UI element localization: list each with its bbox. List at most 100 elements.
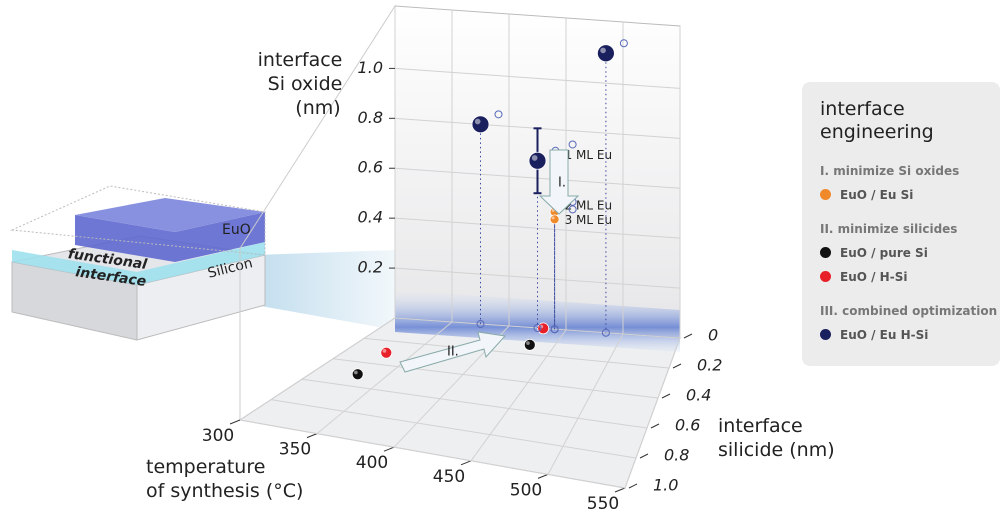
legend-group-title: I. minimize Si oxides <box>820 164 960 178</box>
point-label: 1 ML Eu <box>565 148 613 162</box>
data-point <box>351 368 364 381</box>
z-title-line: interface <box>258 49 343 71</box>
y-axis-title: interface silicide (nm) <box>718 415 835 461</box>
projection <box>619 39 628 48</box>
data-point <box>523 339 536 351</box>
grid-line <box>394 217 681 239</box>
z-tick-label: 0.6 <box>358 158 383 177</box>
arrow-ii <box>399 331 506 373</box>
legend-marker <box>820 271 831 282</box>
y-tick-label: 1.0 <box>653 476 678 495</box>
highlight <box>531 155 538 161</box>
plot-area: 300 350 400 450 500 550 0 0.2 0.4 0.6 0.8 1.0 0.2 0.4… <box>202 4 722 510</box>
legend-group-title: III. combined optimization <box>820 304 998 318</box>
z-tick-label: 0.8 <box>358 108 383 127</box>
grid-line <box>547 333 624 475</box>
arrow-label: II. <box>447 345 459 360</box>
data-point <box>471 115 490 134</box>
arrow-i <box>538 149 580 215</box>
y-tick-label: 0.2 <box>697 356 722 375</box>
legend-marker <box>820 189 831 200</box>
projection <box>568 205 577 214</box>
projection <box>476 320 485 328</box>
highlight <box>600 47 606 54</box>
projection <box>494 110 503 119</box>
x-tick <box>306 433 318 439</box>
legend-marker <box>820 329 831 340</box>
grid-line <box>270 399 637 459</box>
y-title-line: interface <box>718 415 803 437</box>
highlight <box>551 216 555 220</box>
y-tick-label: 0.8 <box>664 446 689 465</box>
x-tick <box>614 487 626 493</box>
x-tick <box>460 460 472 466</box>
point-label: 3 ML Eu <box>565 213 613 227</box>
projection <box>601 328 610 337</box>
x-tick <box>537 473 549 479</box>
highlight <box>382 349 387 353</box>
y-tick-label: 0 <box>708 326 718 345</box>
legend-item: EuO / pure Si <box>820 246 1000 260</box>
y-title-line: silicide (nm) <box>718 439 835 461</box>
x-tick-label: 300 <box>202 426 234 446</box>
grid-line <box>239 419 626 489</box>
projection <box>550 325 559 334</box>
legend-item: EuO / Eu Si <box>820 188 1000 202</box>
y-tick <box>639 453 649 459</box>
outline <box>10 185 266 256</box>
y-tick <box>672 363 682 369</box>
projection <box>533 324 542 332</box>
legend-item: EuO / H-Si <box>820 270 1000 284</box>
legend-group-title: II. minimize silicides <box>820 222 958 236</box>
grid-line <box>363 337 670 369</box>
legend: interface engineering I. minimize Si oxi… <box>802 82 1000 366</box>
grid-line <box>470 329 567 462</box>
legend-marker <box>820 247 831 258</box>
data-point <box>549 214 560 225</box>
y-tick-label: 0.4 <box>686 386 711 405</box>
y-tick <box>628 483 638 489</box>
highlight <box>474 118 481 125</box>
x-axis-title: temperature of synthesis (°C) <box>146 456 303 502</box>
euo-top <box>75 198 265 232</box>
data-point <box>528 151 547 170</box>
data-point <box>597 44 615 63</box>
legend-title: interface engineering <box>820 98 934 143</box>
euo-label: EuO <box>222 222 251 238</box>
euo-layer <box>75 212 265 262</box>
y-tick <box>650 423 660 429</box>
grid-line <box>239 317 396 421</box>
y-tick <box>661 393 671 399</box>
interface-layer <box>12 242 265 285</box>
x-tick-label: 400 <box>356 453 388 473</box>
z-title-line: (nm) <box>295 97 340 119</box>
x-tick <box>383 446 395 452</box>
x-tick <box>229 419 241 425</box>
x-tick-label: 500 <box>510 480 542 500</box>
y-tick <box>683 333 693 339</box>
x-tick-label: 350 <box>279 440 311 460</box>
beam <box>255 250 395 330</box>
z-tick-label: 0.4 <box>358 208 383 227</box>
grid-line <box>332 358 659 399</box>
arrow-label: I. <box>558 176 566 191</box>
projection <box>568 140 577 149</box>
x-tick-label: 450 <box>433 467 465 487</box>
z-tick-label: 0.2 <box>358 258 383 277</box>
grid-line <box>316 321 453 434</box>
grid-line <box>624 337 681 489</box>
schematic: EuO functionalinterface Silicon <box>10 185 395 341</box>
highlight <box>526 341 530 345</box>
x-title-line: temperature <box>146 456 265 478</box>
z-tick-label: 1.0 <box>358 58 383 77</box>
x-title-line: of synthesis (°C) <box>146 480 303 502</box>
grid-line <box>301 378 648 429</box>
z-title-line: Si oxide <box>268 73 343 95</box>
legend-item: EuO / Eu H-Si <box>820 328 1000 342</box>
highlight <box>354 370 358 375</box>
x-tick-label: 550 <box>587 494 619 510</box>
interface-band <box>395 290 680 352</box>
data-point <box>380 346 393 359</box>
